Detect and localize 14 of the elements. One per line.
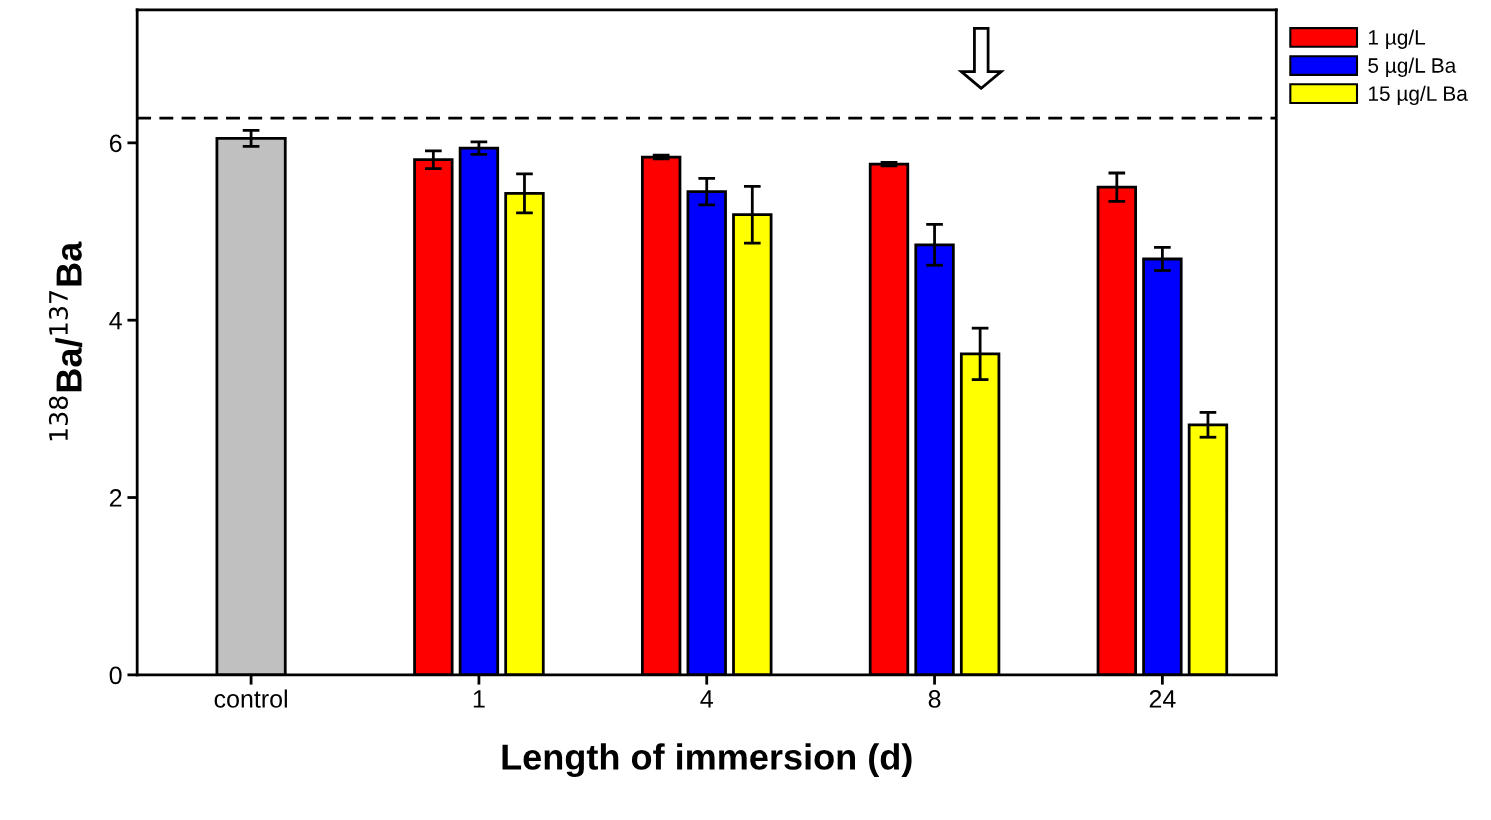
- x-tick-label: 8: [928, 690, 941, 708]
- legend-label: 15 µg/L Ba: [1369, 85, 1468, 106]
- x-tick-label: 4: [700, 690, 713, 708]
- y-tick-label: 0: [109, 666, 122, 685]
- legend-label: 5 µg/L Ba: [1368, 57, 1457, 77]
- x-tick-label: control: [214, 689, 287, 708]
- legend-label: 1 µg/L: [1369, 29, 1426, 49]
- y-tick-label: 2: [109, 489, 122, 507]
- y-axis-title: $^{138}$Ba/$^{137}$Ba: [48, 241, 83, 441]
- x-axis-title: Length of immersion (d): [502, 743, 912, 778]
- x-tick-label: 24: [1149, 690, 1176, 708]
- x-tick-label: 1: [473, 690, 485, 708]
- y-tick-label: 4: [109, 312, 122, 330]
- y-tick-label: 6: [109, 134, 122, 153]
